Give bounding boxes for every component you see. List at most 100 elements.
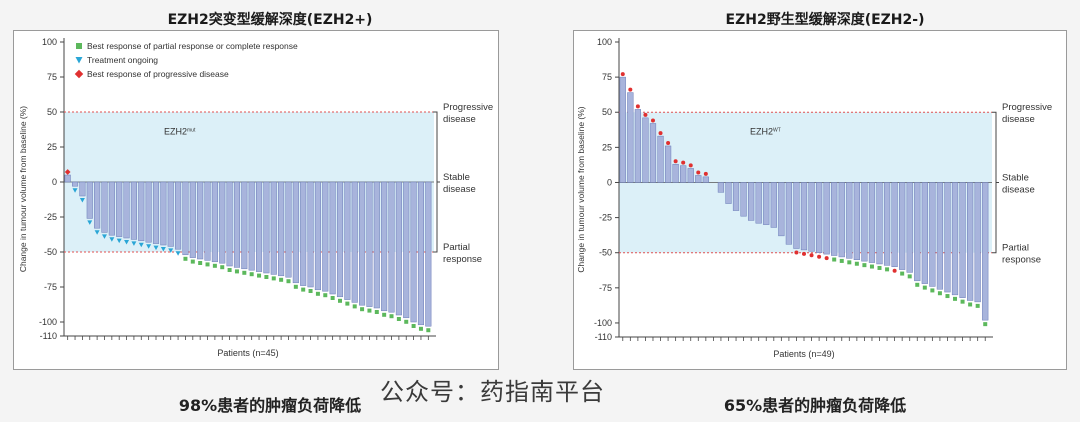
zone-label-stable: Stable <box>1002 172 1029 183</box>
response-marker <box>915 282 920 287</box>
bar <box>285 181 292 278</box>
bar <box>336 181 344 298</box>
bar <box>853 182 860 260</box>
bar <box>725 182 732 204</box>
progressive-marker <box>650 118 655 123</box>
ongoing-marker <box>116 238 122 244</box>
y-tick-label: -25 <box>44 212 57 222</box>
bar <box>71 181 79 187</box>
bar <box>314 181 321 291</box>
bar <box>263 181 270 274</box>
x-axis-label: Patients (n=49) <box>773 349 834 359</box>
response-marker <box>960 299 965 304</box>
y-axis-label: Change in tumour volume from baseline (%… <box>18 106 28 272</box>
response-marker <box>983 322 988 327</box>
response-marker <box>862 263 867 268</box>
bar <box>270 181 277 275</box>
response-marker <box>360 307 365 312</box>
bar <box>145 181 152 243</box>
y-tick-label: 25 <box>47 142 57 152</box>
response-marker <box>323 293 328 298</box>
bar <box>702 176 709 183</box>
response-marker <box>396 317 401 321</box>
bar <box>717 182 725 193</box>
bar <box>929 182 936 287</box>
region-label: EZH2mut <box>164 126 196 136</box>
progressive-marker <box>635 104 640 109</box>
ongoing-marker <box>131 241 137 246</box>
bar <box>211 181 218 263</box>
panel-title-left: EZH2突变型缓解深度(EZH2+) <box>167 12 373 28</box>
bar <box>785 182 793 245</box>
progressive-marker <box>696 170 701 175</box>
progressive-marker <box>817 254 822 259</box>
ongoing-marker <box>160 247 166 252</box>
bar <box>748 182 755 221</box>
bar <box>982 182 989 321</box>
y-tick-label: -50 <box>44 247 57 257</box>
y-tick-label: 25 <box>602 142 612 152</box>
response-marker <box>975 303 980 308</box>
bar <box>815 182 823 253</box>
response-marker <box>205 262 210 267</box>
bar <box>627 92 634 183</box>
zone-label-progressive-2: disease <box>1002 114 1035 125</box>
chart-frame-left: 100 75 50 25 0 -25 -50 -75 -100 -110 EZH2mut Progre… <box>13 30 499 370</box>
bar <box>182 181 189 256</box>
bar <box>876 182 883 265</box>
response-marker <box>885 267 890 272</box>
bar <box>944 182 951 293</box>
region-label: EZH2WT <box>750 127 781 137</box>
response-marker <box>945 294 950 299</box>
progressive-marker <box>620 72 625 77</box>
y-tick-label: 0 <box>607 177 612 187</box>
ongoing-marker <box>138 242 144 248</box>
bar <box>292 181 299 284</box>
bar <box>921 182 928 284</box>
y-tick-label: -75 <box>44 282 57 292</box>
progressive-marker <box>681 160 686 165</box>
waterfall-chart-right: 100 75 50 25 0 -25 -50 -75 -100 -110 EZH2WT Progres… <box>576 37 1052 359</box>
ongoing-marker <box>101 234 107 239</box>
bar <box>680 165 687 183</box>
ongoing-marker <box>175 251 181 256</box>
legend-triangle-icon <box>75 57 83 64</box>
response-marker <box>374 310 379 314</box>
bar <box>373 181 380 309</box>
bar <box>914 182 921 282</box>
progressive-marker <box>794 250 799 255</box>
bar <box>344 181 351 300</box>
bar <box>219 181 226 264</box>
y-tick-label: -100 <box>39 317 57 327</box>
y-tick-label: -50 <box>599 248 612 258</box>
response-marker <box>418 326 423 331</box>
progressive-marker <box>688 163 693 168</box>
legend-diamond-icon <box>74 69 84 79</box>
progressive-marker <box>802 251 806 256</box>
bar <box>359 181 366 306</box>
bar <box>951 182 959 296</box>
response-marker <box>345 301 350 306</box>
bar <box>959 182 966 298</box>
progressive-marker <box>809 253 814 258</box>
bar <box>687 168 694 183</box>
progressive-marker <box>658 131 663 136</box>
bar <box>695 175 702 183</box>
bar <box>619 76 626 183</box>
response-marker <box>900 271 905 276</box>
bar <box>425 181 432 327</box>
bar <box>226 181 233 267</box>
zone-label-stable-2: disease <box>443 184 476 195</box>
bar <box>664 145 672 183</box>
bar <box>778 182 785 237</box>
bar <box>831 182 838 256</box>
bar <box>233 181 241 268</box>
bar <box>138 181 145 242</box>
bar <box>152 181 160 244</box>
response-marker <box>352 304 357 309</box>
y-tick-label: 50 <box>602 107 612 117</box>
response-marker <box>198 261 203 265</box>
legend-label: Best response of partial response or com… <box>87 41 298 51</box>
bar <box>657 135 664 183</box>
zone-label-progressive: Progressive <box>1002 102 1052 113</box>
